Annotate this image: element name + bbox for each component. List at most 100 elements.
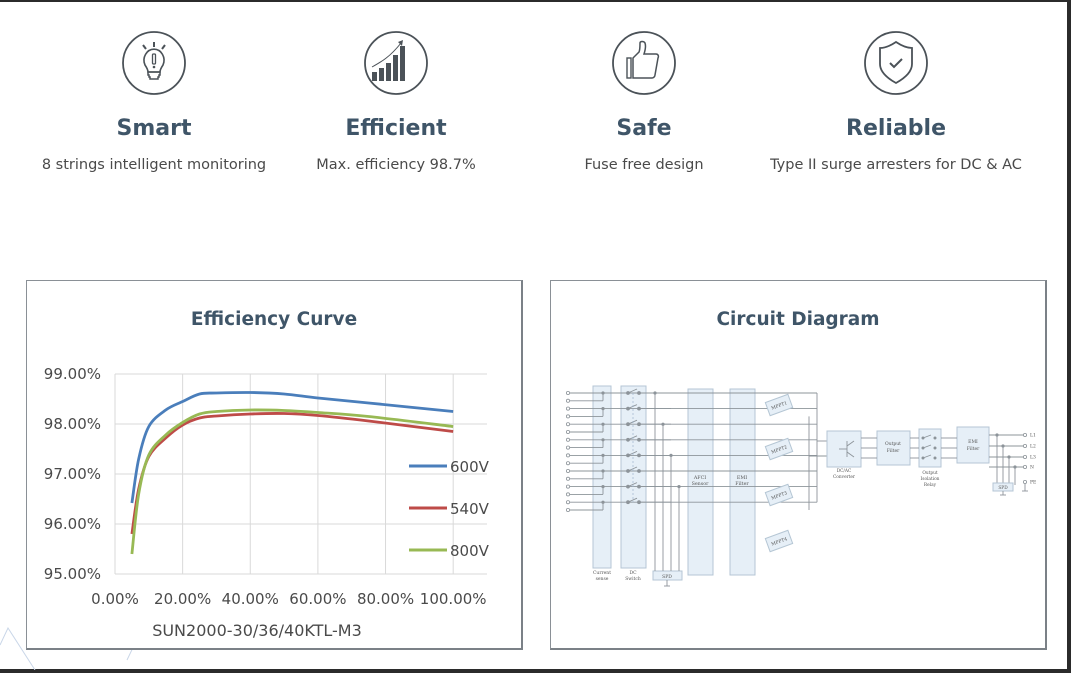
- terminal: [565, 461, 570, 466]
- diagram-label: Output: [922, 471, 938, 476]
- efficiency-chart-panel: Efficiency Curve 99.00% 98.00% 97.00% 96.00…: [26, 280, 523, 650]
- node: [626, 437, 630, 442]
- series-line-800V: [130, 408, 454, 555]
- y-tick-label: 98.00%: [44, 415, 101, 433]
- node: [626, 422, 630, 427]
- spd-label: SPD: [662, 574, 672, 580]
- diagram-label: EMI: [968, 439, 978, 445]
- node: [601, 438, 605, 442]
- terminal: [1022, 443, 1027, 448]
- mppt-block: MPPT3: [764, 483, 794, 507]
- wire: [846, 451, 855, 458]
- feature-title: Reliable: [846, 116, 946, 141]
- wire: [922, 454, 932, 459]
- x-tick-label: 80.00%: [357, 590, 414, 608]
- node: [1013, 465, 1017, 469]
- mppt-block: MPPT2: [764, 437, 794, 461]
- current-sense-box: [592, 385, 612, 569]
- page-bottom-border: [0, 669, 1071, 673]
- diagram-label: EMI: [737, 475, 747, 481]
- terminal: [565, 422, 570, 427]
- feature-smart: Smart 8 strings intelligent monitoring: [24, 30, 284, 174]
- page-right-border: [1067, 0, 1071, 673]
- output-filter-box: [876, 430, 911, 466]
- x-axis-label: SUN2000-30/36/40KTL-M3: [152, 621, 362, 640]
- mppt-label: MPPT1: [771, 400, 789, 411]
- diagram-label: DC/AC: [837, 469, 852, 474]
- terminal: [565, 406, 570, 411]
- feature-title: Safe: [616, 116, 672, 141]
- feature-safe: Safe Fuse free design: [514, 30, 774, 174]
- output-terminal-label: L2: [1030, 444, 1036, 450]
- node: [661, 422, 665, 426]
- wire: [627, 450, 638, 456]
- terminal: [565, 429, 570, 434]
- terminal: [565, 492, 570, 497]
- terminal: [565, 437, 570, 442]
- wire: [627, 466, 638, 472]
- node: [933, 456, 937, 460]
- efficiency-chart: 99.00% 98.00% 97.00% 96.00% 95.00% 0.00% 20.0…: [44, 365, 490, 640]
- x-tick-label: 20.00%: [154, 590, 211, 608]
- feature-title: Smart: [116, 116, 192, 141]
- terminal: [565, 398, 570, 403]
- node: [626, 469, 630, 473]
- bar-chart-growth-icon: [364, 31, 428, 95]
- spd-2-label: SPD: [998, 486, 1008, 491]
- mppt-block: MPPT4: [764, 529, 794, 553]
- terminal: [565, 391, 570, 396]
- diagram-label: Relay: [924, 483, 937, 488]
- diagram-label: Sensor: [692, 481, 710, 487]
- diagram-label: Converter: [833, 475, 856, 480]
- node: [1001, 444, 1005, 448]
- terminal: [1022, 454, 1027, 459]
- wire: [627, 435, 638, 441]
- node: [677, 485, 681, 489]
- output-terminal-label: L1: [1030, 433, 1036, 439]
- diagram-label: Current: [593, 570, 611, 576]
- output-terminal-label: L3: [1030, 455, 1036, 461]
- wire: [922, 444, 932, 449]
- legend-label: 540V: [450, 500, 490, 518]
- legend-label: 800V: [450, 542, 490, 560]
- diagram-label: Filter: [887, 448, 900, 454]
- terminal: [565, 468, 570, 473]
- diagram-label: DC: [629, 570, 637, 576]
- terminal: [565, 453, 570, 458]
- emi-filter-box: [729, 388, 756, 576]
- diagram-label: Output: [885, 441, 901, 447]
- mppt-label: MPPT3: [771, 490, 789, 501]
- node: [1007, 455, 1011, 459]
- diagram-label: sense: [596, 577, 609, 582]
- node: [626, 406, 630, 411]
- mppt-label: MPPT2: [771, 444, 789, 455]
- wire: [627, 404, 638, 410]
- diagram-label: Filter: [735, 481, 749, 487]
- output-terminal-label: PE: [1030, 480, 1036, 486]
- dc-switch-box: [620, 385, 647, 569]
- series-line-600V: [130, 391, 454, 504]
- output-terminal-label: N: [1030, 465, 1034, 471]
- wire: [627, 419, 638, 425]
- feature-title: Efficient: [345, 116, 447, 141]
- feature-desc: Max. efficiency 98.7%: [316, 157, 476, 173]
- terminal: [565, 476, 570, 481]
- wire: [922, 434, 932, 439]
- feature-reliable: Reliable Type II surge arresters for DC …: [766, 30, 1026, 174]
- node: [601, 469, 605, 473]
- mppt-block: MPPT1: [764, 393, 794, 417]
- feature-desc: Type II surge arresters for DC & AC: [770, 157, 1022, 173]
- afci-sensor-box: [687, 388, 714, 576]
- lightbulb-icon: [122, 31, 186, 95]
- diagram-label: Isolation: [921, 477, 940, 482]
- circuit-title: Circuit Diagram: [716, 309, 880, 330]
- terminal: [1022, 464, 1027, 469]
- wire: [846, 440, 855, 447]
- node: [995, 433, 999, 437]
- terminal: [565, 484, 570, 489]
- diagram-label: AFCI: [693, 475, 706, 481]
- terminal: [565, 500, 570, 505]
- terminal: [565, 507, 570, 512]
- mppt-label: MPPT4: [771, 536, 789, 547]
